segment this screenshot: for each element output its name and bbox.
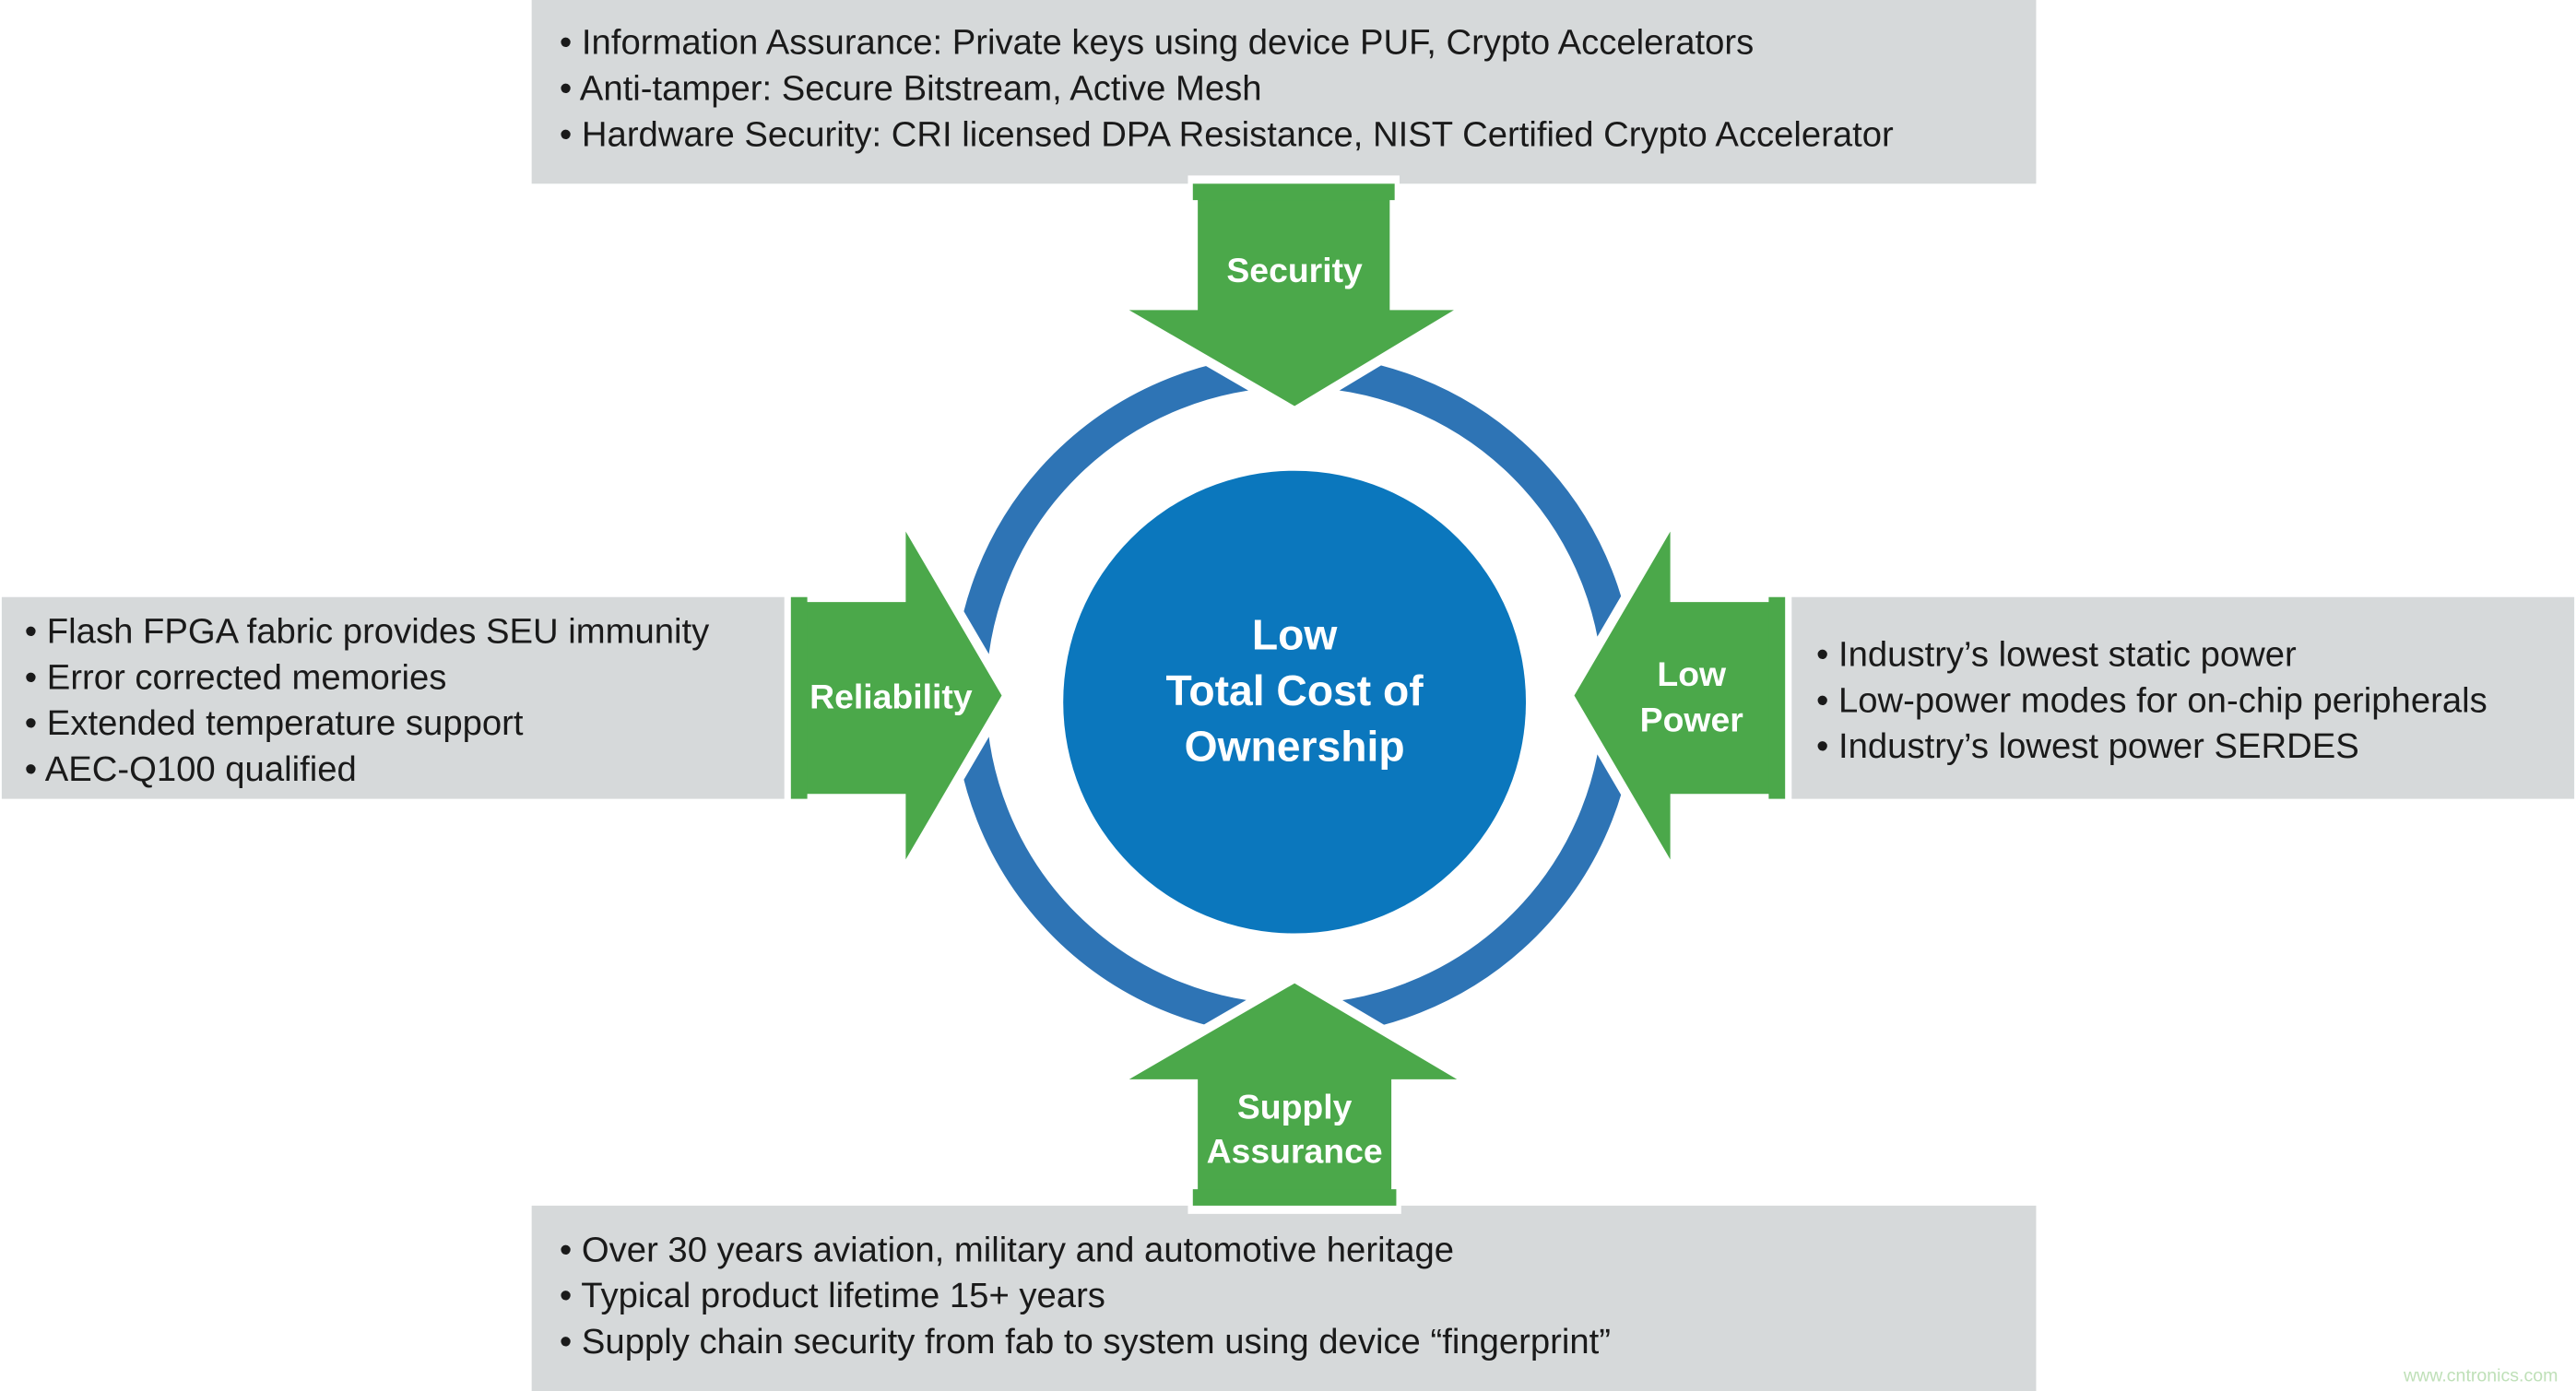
supply-box [531, 1205, 2037, 1391]
supply-label-2: Assurance [1207, 1132, 1383, 1171]
security-arrow-base [1192, 183, 1395, 201]
low-power-arrow-base [1768, 596, 1786, 799]
security-box [531, 0, 2037, 184]
center-circle [1063, 470, 1527, 934]
center-line-1: Low [1252, 611, 1339, 659]
security-label: Security [1226, 251, 1363, 289]
low-power-box [1783, 596, 2575, 799]
reliability-bullet: • Extended temperature support [25, 703, 524, 743]
low-power-bullet: • Industry’s lowest static power [1816, 634, 2297, 674]
reliability-bullet: • Flash FPGA fabric provides SEU immunit… [25, 612, 710, 652]
supply-arrow [1092, 972, 1494, 1214]
reliability-bullet: • AEC-Q100 qualified [25, 749, 357, 789]
reliability-label: Reliability [809, 678, 973, 716]
low-power-arrow [1563, 495, 1792, 896]
reliability-bullet: • Error corrected memories [25, 657, 447, 697]
supply-bullet: • Supply chain security from fab to syst… [560, 1322, 1611, 1362]
low-power-bullet: • Industry’s lowest power SERDES [1816, 726, 2359, 766]
reliability-arrow [784, 495, 1013, 896]
center-line-3: Ownership [1185, 723, 1405, 771]
supply-bullet: • Typical product lifetime 15+ years [560, 1276, 1105, 1315]
supply-label-1: Supply [1237, 1088, 1353, 1126]
low-power-label-2: Power [1640, 701, 1743, 739]
reliability-box [1, 596, 793, 799]
center-line-2: Total Cost of [1166, 666, 1424, 714]
security-bullet: • Anti-tamper: Secure Bitstream, Active … [560, 69, 1262, 109]
security-arrow [1092, 175, 1490, 418]
reliability-arrow-base [790, 596, 808, 799]
low-power-label-1: Low [1657, 654, 1727, 693]
security-bullet: • Hardware Security: CRI licensed DPA Re… [560, 114, 1894, 154]
low-power-bullet: • Low-power modes for on-chip peripheral… [1816, 680, 2487, 720]
security-bullet: • Information Assurance: Private keys us… [560, 23, 1754, 63]
supply-arrow-base [1192, 1189, 1397, 1206]
watermark: www.cntronics.com [2403, 1365, 2558, 1385]
supply-bullet: • Over 30 years aviation, military and a… [560, 1230, 1454, 1269]
